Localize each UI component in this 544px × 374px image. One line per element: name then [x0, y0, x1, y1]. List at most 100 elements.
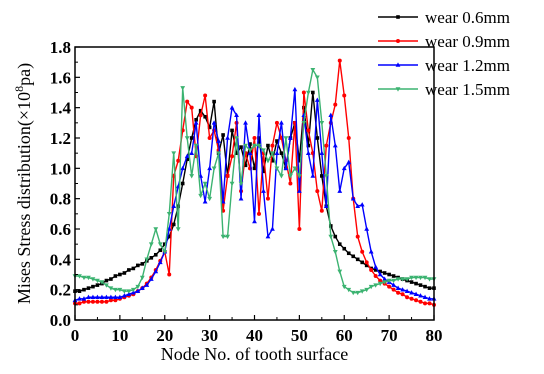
x-tick-label: 60: [336, 326, 353, 345]
data-point: [337, 188, 343, 193]
data-point: [198, 193, 204, 199]
data-point: [314, 75, 320, 80]
data-point: [369, 267, 374, 272]
legend-item: wear 0.9mm: [378, 32, 510, 51]
legend: wear 0.6mm wear 0.9mm wear 1.2mm wear 1.5mm: [378, 8, 510, 99]
y-axis-title-exponent: 8: [12, 86, 26, 92]
series-layer: [72, 58, 437, 307]
data-point: [373, 283, 379, 288]
data-point: [193, 143, 199, 149]
data-point: [377, 271, 383, 277]
data-point: [279, 174, 284, 179]
data-point: [239, 145, 243, 149]
data-point: [274, 150, 280, 155]
data-point: [423, 301, 428, 306]
data-point: [99, 294, 105, 300]
data-point: [225, 135, 230, 140]
data-point: [153, 227, 159, 232]
data-point: [185, 157, 189, 162]
data-point: [364, 287, 370, 293]
data-point: [184, 136, 190, 141]
data-point: [198, 108, 203, 113]
data-point: [306, 143, 311, 148]
data-point: [121, 293, 127, 298]
data-point: [144, 282, 150, 287]
data-point: [297, 158, 302, 163]
data-point: [220, 234, 226, 240]
data-point: [90, 294, 96, 300]
data-point: [117, 287, 123, 293]
data-point: [378, 278, 383, 283]
data-point: [359, 202, 365, 207]
data-point: [247, 148, 253, 153]
data-point: [261, 169, 266, 174]
x-tick-label: 40: [246, 326, 263, 345]
data-point: [95, 283, 100, 287]
data-point: [427, 277, 432, 282]
data-point: [404, 277, 410, 282]
data-point: [400, 277, 405, 282]
data-point: [130, 287, 136, 293]
data-point: [229, 105, 235, 110]
x-tick-label: 50: [291, 326, 308, 345]
data-point: [122, 271, 127, 275]
data-point: [360, 260, 364, 265]
data-point: [346, 251, 351, 256]
data-point: [257, 136, 261, 140]
data-point: [252, 166, 257, 171]
data-point: [387, 284, 392, 289]
data-point: [104, 278, 109, 283]
legend-label: wear 0.6mm: [425, 8, 510, 27]
data-point: [216, 151, 221, 156]
data-point: [320, 174, 324, 178]
data-point: [171, 151, 177, 156]
data-point: [238, 196, 244, 201]
data-point: [283, 136, 289, 141]
data-point: [292, 166, 298, 171]
series-1: [73, 90, 436, 293]
data-point: [127, 268, 131, 272]
data-point: [216, 138, 221, 143]
data-point: [315, 136, 320, 140]
data-point: [90, 299, 95, 304]
y-tick-label: 0.8: [50, 190, 71, 209]
y-tick-label: 1.6: [50, 68, 71, 87]
data-point: [194, 118, 198, 122]
data-point: [409, 296, 414, 301]
data-point: [131, 266, 136, 271]
data-point: [252, 218, 257, 224]
y-tick-label: 0.2: [50, 281, 71, 300]
data-point: [355, 234, 360, 239]
legend-marker: [396, 39, 400, 43]
data-point: [279, 151, 284, 155]
data-point: [297, 227, 302, 231]
data-point: [148, 276, 154, 281]
data-point: [126, 289, 132, 294]
data-point: [248, 142, 252, 146]
data-point: [252, 143, 257, 149]
data-point: [337, 269, 343, 275]
data-point: [333, 234, 338, 239]
data-point: [221, 133, 225, 137]
data-point: [171, 203, 177, 209]
data-point: [386, 278, 392, 284]
y-tick-label: 1.4: [50, 99, 72, 118]
data-point: [225, 234, 230, 240]
data-point: [270, 226, 275, 231]
data-point: [81, 275, 87, 281]
data-point: [108, 286, 114, 291]
data-point: [243, 120, 248, 125]
data-point: [306, 128, 311, 133]
data-point: [153, 268, 159, 274]
data-point: [234, 151, 239, 155]
data-point: [261, 148, 266, 153]
data-point: [180, 86, 186, 91]
data-point: [275, 139, 279, 143]
data-point: [265, 233, 271, 239]
data-point: [414, 281, 418, 286]
data-point: [243, 163, 248, 168]
data-point: [256, 211, 261, 216]
y-axis-title: Mises Stress distribution(×108pa): [12, 63, 35, 304]
data-point: [351, 254, 356, 259]
